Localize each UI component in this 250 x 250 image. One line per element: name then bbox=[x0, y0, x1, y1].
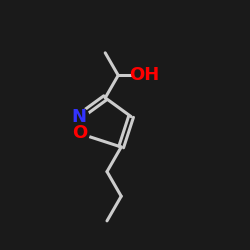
Text: O: O bbox=[72, 124, 87, 142]
Text: OH: OH bbox=[129, 66, 159, 84]
Text: N: N bbox=[72, 108, 87, 126]
